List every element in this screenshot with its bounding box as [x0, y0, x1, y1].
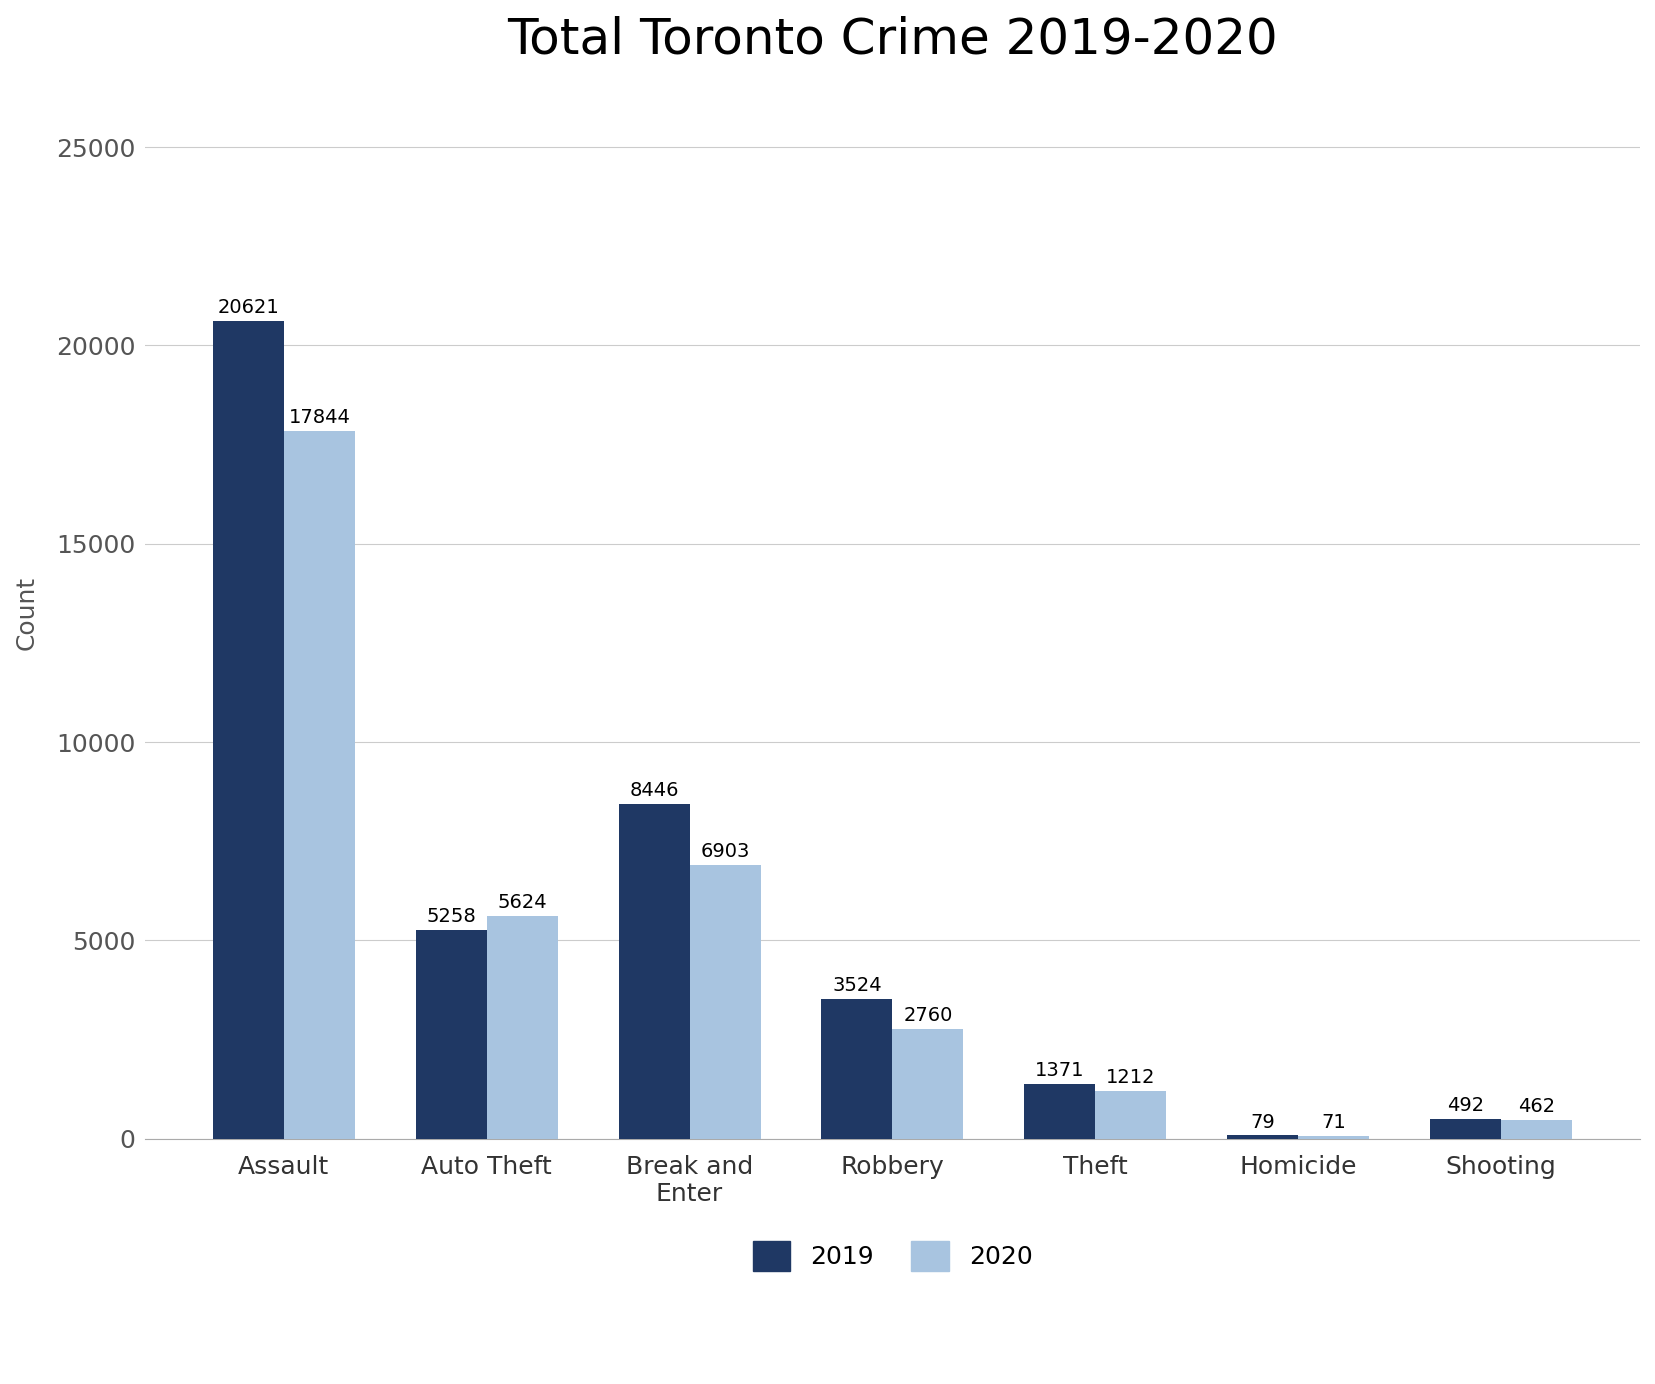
Bar — [821, 999, 892, 1139]
Text: 6903: 6903 — [700, 841, 750, 861]
Text: 1371: 1371 — [1034, 1062, 1084, 1081]
Bar — [1024, 1084, 1096, 1139]
Bar — [1226, 1135, 1298, 1139]
Text: 8446: 8446 — [629, 781, 679, 800]
Text: 5624: 5624 — [498, 893, 548, 912]
Bar — [213, 321, 285, 1139]
Bar — [1501, 1120, 1572, 1139]
Bar — [415, 930, 487, 1139]
Bar — [892, 1030, 963, 1139]
Bar — [1430, 1120, 1501, 1139]
Y-axis label: Count: Count — [15, 576, 40, 650]
Legend: 2019, 2020: 2019, 2020 — [740, 1228, 1044, 1284]
Text: 2760: 2760 — [904, 1006, 953, 1026]
Bar — [619, 804, 690, 1139]
Bar — [487, 916, 558, 1139]
Bar — [1298, 1136, 1369, 1139]
Text: 492: 492 — [1446, 1096, 1485, 1116]
Text: 1212: 1212 — [1106, 1067, 1155, 1086]
Text: 79: 79 — [1250, 1113, 1274, 1132]
Text: 20621: 20621 — [217, 298, 280, 317]
Bar — [285, 430, 354, 1139]
Text: 462: 462 — [1518, 1098, 1556, 1117]
Text: 71: 71 — [1321, 1113, 1346, 1132]
Bar — [690, 865, 761, 1139]
Text: 17844: 17844 — [288, 408, 351, 428]
Title: Total Toronto Crime 2019-2020: Total Toronto Crime 2019-2020 — [506, 15, 1278, 64]
Bar — [1096, 1091, 1167, 1139]
Text: 3524: 3524 — [832, 976, 882, 995]
Text: 5258: 5258 — [427, 907, 477, 926]
